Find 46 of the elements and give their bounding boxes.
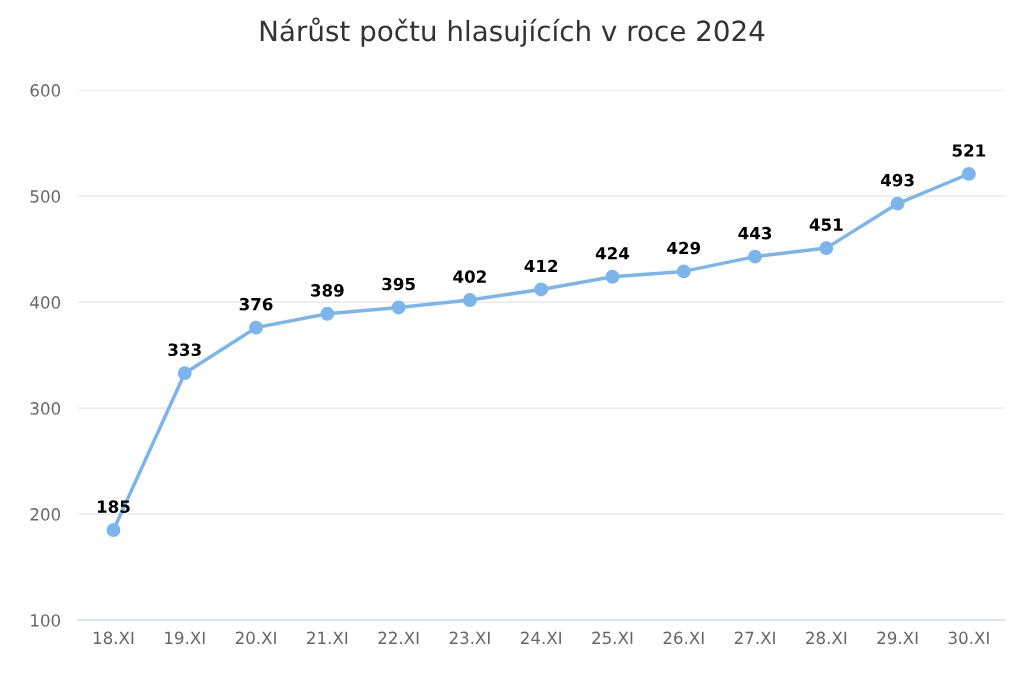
y-tick-label: 500: [30, 190, 61, 203]
x-tick-label: 20.XI: [235, 631, 276, 645]
x-tick-label: 23.XI: [449, 631, 490, 645]
data-label: 412: [524, 259, 558, 273]
point: [249, 320, 263, 335]
point: [534, 282, 549, 297]
x-tick-label: 27.XI: [734, 631, 775, 644]
x-tick-label: 24.XI: [520, 631, 561, 644]
y-tick-label: 600: [30, 84, 61, 97]
x-tick-label: 30.XI: [948, 631, 989, 645]
x-tick-label: 21.XI: [307, 631, 348, 644]
x-tick-label: 18.XI: [93, 631, 134, 645]
x-tick-label: 19.XI: [165, 631, 205, 645]
chart-title: Nárůst počtu hlasujících v roce 2024: [260, 17, 765, 47]
data-label: 424: [595, 246, 630, 260]
point: [819, 241, 834, 256]
point: [391, 300, 406, 315]
data-label: 389: [311, 284, 344, 297]
x-tick-label: 28.XI: [806, 631, 847, 645]
y-tick-label: 300: [30, 402, 61, 415]
point: [106, 523, 121, 538]
point: [320, 306, 335, 321]
y-tick-label: 100: [31, 614, 61, 627]
x-tick-label: 25.XI: [592, 631, 633, 645]
x-tick-label: 26.XI: [663, 631, 704, 645]
data-label: 376: [239, 297, 273, 311]
data-label: 521: [952, 144, 986, 157]
point: [890, 196, 905, 211]
data-label: 395: [382, 277, 415, 291]
point: [462, 293, 477, 307]
point: [177, 366, 192, 381]
point: [961, 166, 976, 181]
data-label: 493: [880, 173, 914, 187]
x-tick-label: 22.XI: [378, 631, 419, 644]
data-label: 402: [453, 270, 486, 283]
data-label: 443: [738, 226, 772, 240]
x-tick-label: 29.XI: [877, 631, 918, 645]
data-label: 333: [168, 343, 201, 357]
data-label: 451: [809, 218, 843, 231]
point: [605, 269, 620, 284]
y-tick-label: 400: [30, 296, 61, 309]
data-label: 429: [667, 241, 701, 255]
y-tick-label: 200: [30, 508, 61, 521]
data-label: 185: [97, 500, 130, 513]
point: [748, 249, 762, 264]
point: [676, 264, 691, 279]
